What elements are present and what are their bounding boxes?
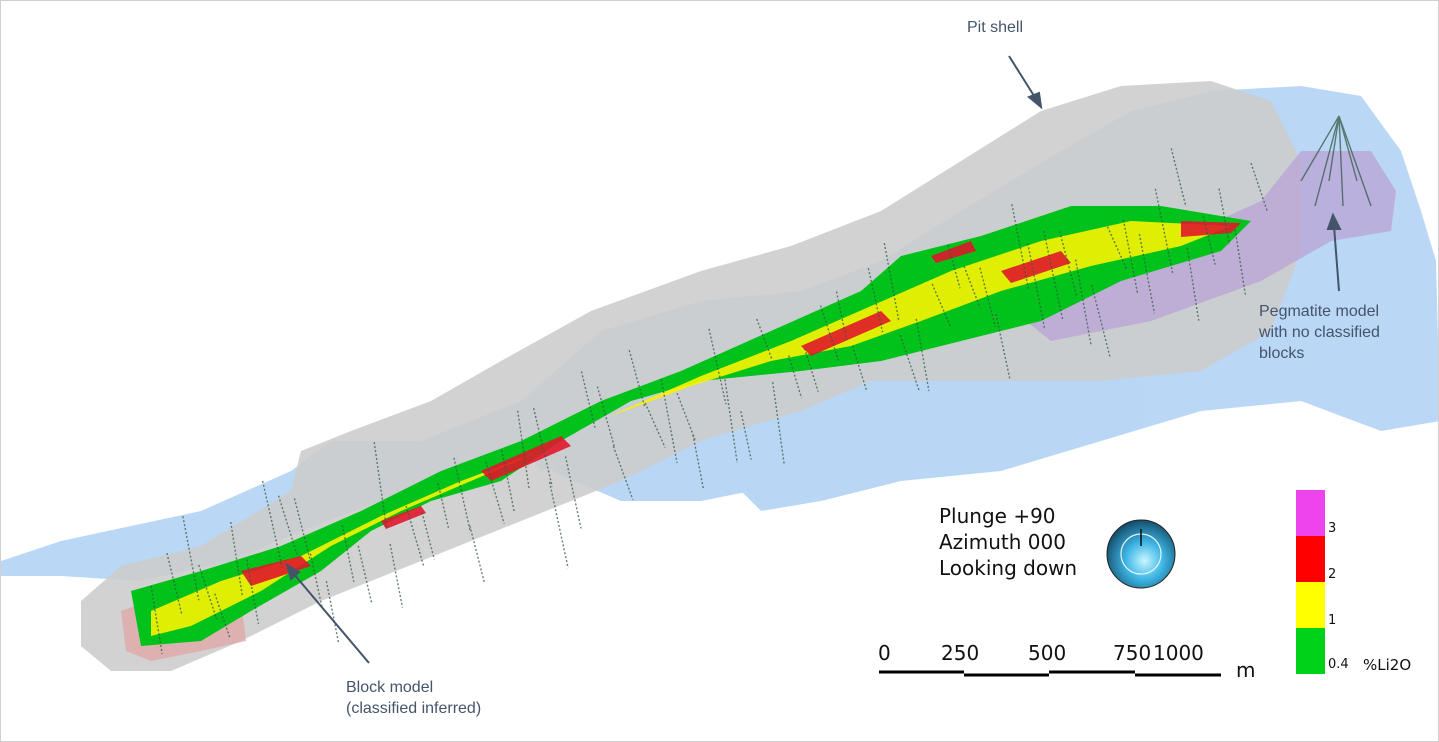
- azimuth-text: Azimuth 000: [939, 530, 1066, 554]
- plunge-text: Plunge +90: [939, 504, 1056, 528]
- scale-tick: 0: [878, 641, 891, 665]
- drillhole-trace: [788, 355, 803, 399]
- drillhole-trace: [198, 564, 218, 620]
- looking-text: Looking down: [939, 556, 1078, 580]
- drillhole-trace: [357, 545, 373, 604]
- legend-swatch: [1296, 536, 1325, 582]
- drillhole-trace: [772, 382, 785, 465]
- drillhole-trace: [756, 318, 773, 361]
- orientation-sphere-icon: [1106, 519, 1176, 589]
- drillhole-trace: [915, 318, 930, 391]
- drillhole-trace: [469, 525, 485, 583]
- drillhole-trace: [1328, 115, 1340, 182]
- drillhole-trace: [1074, 259, 1092, 346]
- drillhole-trace: [1011, 204, 1030, 290]
- drillhole-trace: [1300, 115, 1340, 182]
- drillhole-trace: [803, 348, 819, 392]
- pegmatite-label-line: Pegmatite model: [1259, 303, 1380, 320]
- pegmatite-label-line: blocks: [1259, 345, 1305, 362]
- drillhole-trace: [1338, 115, 1372, 207]
- drillhole-trace: [389, 543, 404, 608]
- drillhole-trace: [548, 481, 569, 569]
- drillhole-trace: [245, 559, 260, 625]
- view-orientation: Plunge +90 Azimuth 000 Looking down: [939, 503, 1077, 581]
- drillhole-trace: [230, 521, 243, 596]
- block-model-label: Block model (classified inferred): [346, 677, 481, 719]
- drillhole-trace: [740, 411, 752, 460]
- scale-tick: 1000: [1153, 641, 1204, 665]
- drillhole-trace: [1059, 231, 1078, 297]
- drillhole-trace: [453, 457, 472, 532]
- drillhole-trace: [1138, 233, 1156, 314]
- scale-tick: 500: [1028, 641, 1067, 665]
- drillhole-trace: [485, 461, 505, 524]
- drillhole-trace: [261, 480, 283, 569]
- drillhole-trace: [580, 371, 596, 428]
- drillhole-trace: [947, 244, 961, 289]
- drillhole-trace: [692, 434, 704, 489]
- drillhole-trace: [1043, 230, 1064, 320]
- drillhole-trace: [293, 498, 311, 560]
- drillhole-trace: [421, 512, 435, 560]
- scale-tick: 750: [1113, 641, 1152, 665]
- drillhole-trace: [883, 242, 900, 322]
- legend-tick: 2: [1328, 567, 1337, 582]
- legend-swatch: [1296, 628, 1325, 674]
- drillhole-trace: [1090, 284, 1111, 357]
- legend-unit: %Li2O: [1363, 656, 1412, 674]
- legend-swatch: [1296, 490, 1325, 536]
- drillhole-trace: [1122, 219, 1139, 293]
- drillhole-trace: [995, 313, 1011, 381]
- drillhole-trace: [516, 410, 530, 489]
- block-model-label-line: (classified inferred): [346, 700, 482, 717]
- pegmatite-label-line: with no classified: [1259, 324, 1380, 341]
- drillhole-trace: [1106, 226, 1128, 271]
- drillhole-trace: [1186, 247, 1200, 321]
- drillhole-trace: [1202, 216, 1216, 265]
- drillholes: [150, 115, 1372, 654]
- drillhole-trace: [867, 268, 884, 333]
- drillhole-trace: [1218, 188, 1231, 245]
- drillhole-trace: [532, 408, 553, 487]
- drillhole-trace: [835, 291, 848, 340]
- drillhole-trace: [405, 505, 425, 567]
- drillhole-trace: [676, 393, 696, 440]
- legend-tick: 3: [1328, 521, 1337, 536]
- grade-legend-bar: [1296, 490, 1325, 674]
- drillhole-trace: [166, 552, 183, 616]
- drillhole-trace: [373, 442, 388, 529]
- drillhole-trace: [1234, 229, 1247, 296]
- drillhole-trace: [1250, 162, 1269, 213]
- block-model-label-line: Block model: [346, 679, 434, 696]
- drillhole-trace: [325, 581, 340, 644]
- drillhole-trace: [1338, 115, 1358, 182]
- drillhole-trace: [564, 456, 582, 529]
- drillhole-trace: [1027, 243, 1046, 329]
- legend-tick: 1: [1328, 613, 1337, 628]
- drillhole-trace: [150, 585, 163, 654]
- drillhole-trace: [708, 328, 727, 405]
- drillhole-trace: [963, 266, 981, 309]
- block-model: [131, 206, 1251, 646]
- pit-shell-label: Pit shell: [967, 19, 1024, 36]
- scale-unit: m: [1236, 658, 1256, 682]
- drillhole-trace: [277, 495, 299, 559]
- drillhole-trace: [341, 525, 355, 583]
- drillhole-trace: [819, 305, 840, 361]
- callout-arrows: [285, 55, 1342, 664]
- drillhole-trace: [1314, 115, 1340, 207]
- pegmatite-label: Pegmatite model with no classified block…: [1259, 301, 1380, 364]
- scale-bar: [879, 670, 1221, 677]
- legend-tick: 0.4: [1328, 657, 1349, 672]
- drillhole-trace: [309, 553, 323, 608]
- drillhole-trace: [644, 402, 666, 448]
- legend-swatch: [1296, 582, 1325, 628]
- drillhole-trace: [612, 446, 634, 500]
- scale-tick: 250: [941, 641, 980, 665]
- drillhole-trace: [1338, 115, 1344, 207]
- drillhole-trace: [501, 450, 516, 513]
